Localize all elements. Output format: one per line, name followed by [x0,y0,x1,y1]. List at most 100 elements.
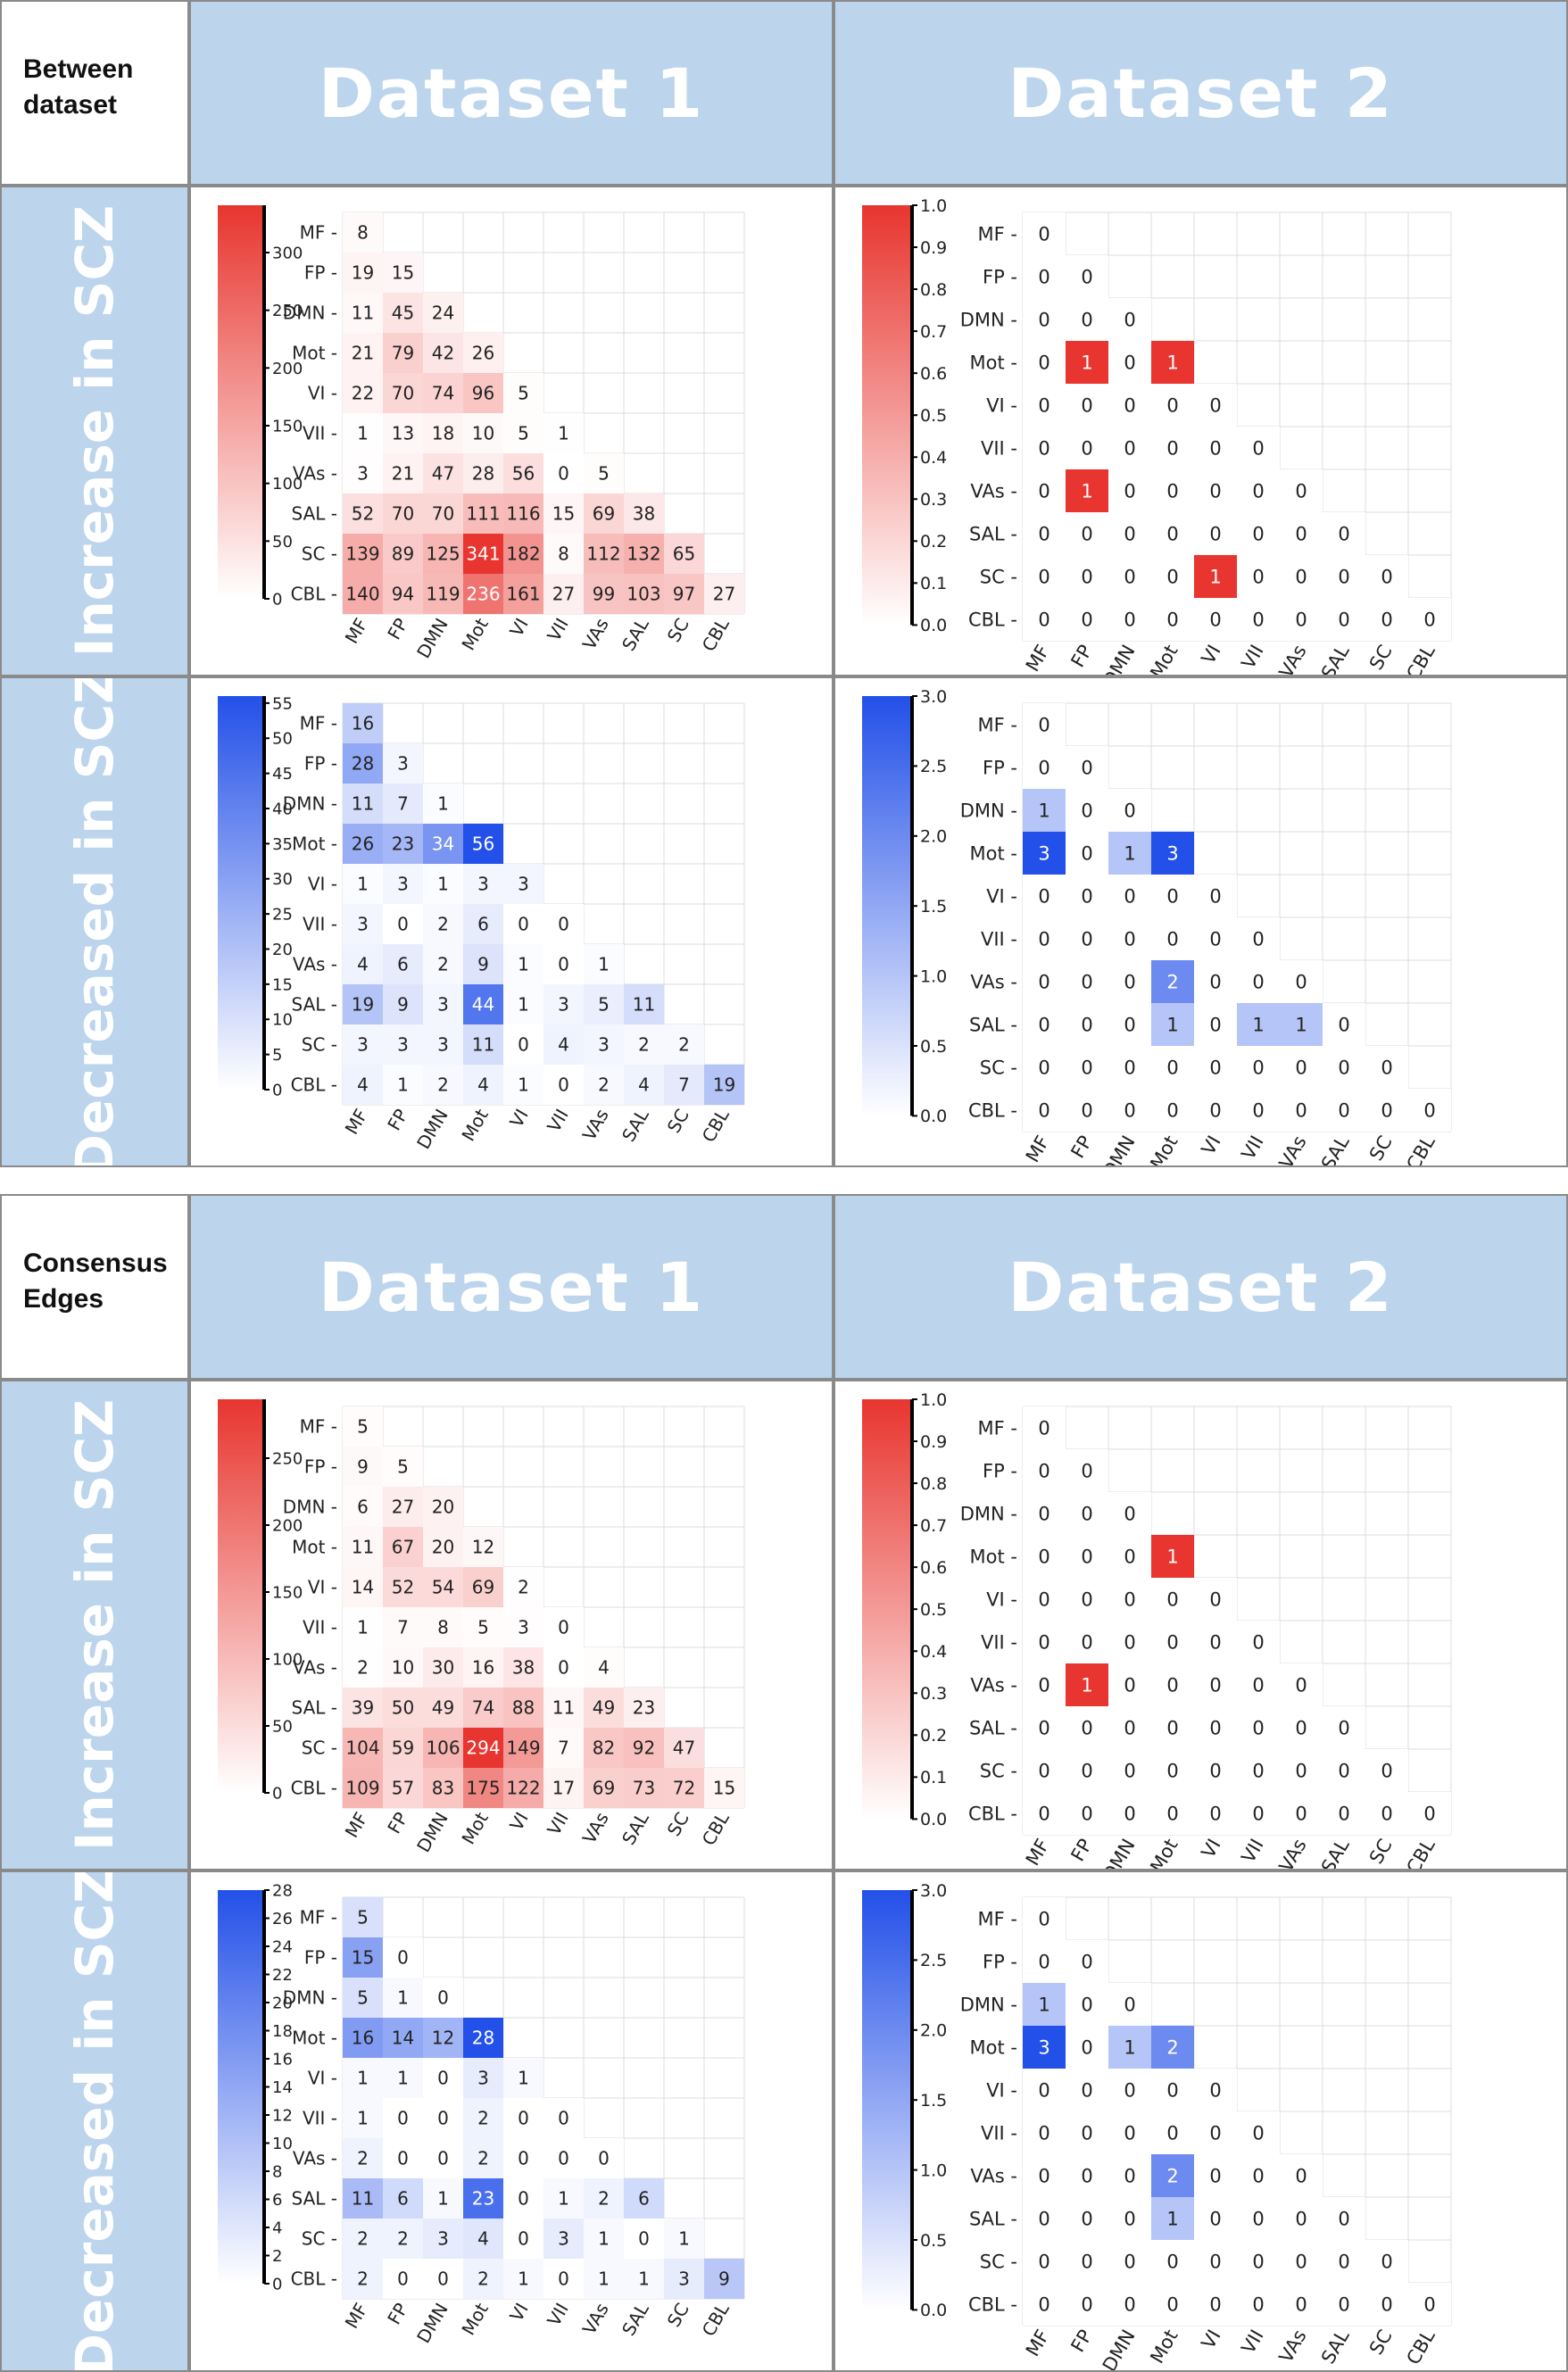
heatmap-cell [383,743,423,784]
heatmap-cell [423,2178,463,2219]
heatmap-cell [383,984,423,1024]
cell-value-label: 57 [392,1778,414,1799]
row-header-label: Increase in SCZ [64,204,125,658]
cell-value-label: 0 [1038,886,1049,908]
heatmap-cell [1151,555,1194,598]
heatmap-cell [343,1447,383,1487]
heatmap-cell [1066,832,1108,875]
heatmap-cell [1151,2197,1194,2240]
heatmap-cell [1280,960,1323,1003]
heatmap-cell [383,413,423,453]
cell-value-label: 0 [1252,1804,1264,1825]
cell-value-label: 0 [1124,2252,1135,2273]
heatmap-cell [543,2098,584,2138]
heatmap-cell [543,1065,584,1105]
cell-value-label: 52 [392,1577,414,1598]
cell-value-label: 6 [397,954,409,975]
cell-value-label: 0 [1252,2294,1264,2316]
cell-value-label: 0 [1081,2166,1092,2187]
cell-value-label: 149 [506,1738,540,1759]
cell-value-label: 1 [518,2268,529,2290]
colorbar-tick-label: 15 [272,975,293,994]
heatmap-cell [1151,1749,1194,1792]
heatmap-cell [423,784,463,824]
x-tick-label: VII [543,1809,573,1839]
y-tick-label: FP - [983,267,1017,288]
cell-value-label: 2 [357,2268,369,2290]
y-tick-label: MF - [978,224,1017,245]
x-tick-label: VAs [1275,642,1311,676]
cell-value-label: 0 [1166,1589,1178,1611]
x-tick-label: Mot [1146,642,1182,676]
heatmap-cell [1108,555,1151,598]
x-tick-label: MF [341,2300,372,2333]
cell-value-label: 0 [1124,1804,1135,1825]
y-tick-label: Mot - [970,2037,1017,2059]
heatmap-cell [383,373,423,413]
colorbar-tick-label: 10 [272,2135,293,2153]
heatmap-cell [1323,598,1365,641]
heatmap-cell [1066,1621,1108,1663]
heatmap-cell [1108,1535,1151,1578]
heatmap-cell [1194,469,1237,512]
heatmap-cell [383,333,423,373]
heatmap-cell [343,333,383,373]
colorbar-tick-label: 0.9 [920,1432,947,1452]
x-tick-label: SC [1365,1132,1397,1165]
heatmap-cell [1023,1003,1066,1046]
cell-value-label: 4 [477,2228,489,2250]
x-tick-label: MF [341,1809,372,1842]
cell-value-label: 0 [1081,1952,1092,1973]
cell-value-label: 1 [518,994,529,1016]
cell-value-label: 0 [1038,610,1049,631]
heatmap-cell [343,293,383,333]
heatmap-cell [463,574,503,614]
x-tick-label: FP [1066,1132,1096,1162]
cell-value-label: 0 [1166,1804,1178,1825]
cell-value-label: 47 [673,1738,695,1759]
heatmap-cell [1108,1003,1151,1046]
colorbar-tick-label: 0.0 [920,616,947,635]
heatmap-cell [343,1527,383,1567]
x-tick-label: SAL [1317,1132,1354,1165]
y-tick-label: SAL - [969,2209,1017,2230]
heatmap-cell [584,1024,624,1065]
cell-value-label: 1 [397,2068,409,2089]
x-tick-label: VII [543,1106,573,1136]
cell-value-label: 73 [633,1778,655,1799]
y-tick-label: VAs - [970,2166,1017,2187]
x-tick-label: Mot [457,1105,493,1144]
cell-value-label: 236 [466,584,500,605]
heatmap-cell [343,373,383,413]
heatmap-cell [1151,2069,1194,2111]
cell-value-label: 50 [392,1697,414,1719]
heatmap-cell [343,2259,383,2299]
heatmap-cell [343,1024,383,1065]
heatmap-cell [1237,598,1280,641]
heatmap-cell [624,1024,664,1065]
y-tick-label: CBL - [291,2268,337,2290]
colorbar-tick-label: 22 [272,1966,293,1985]
cell-value-label: 5 [357,1987,369,2009]
heatmap-cell [1066,2069,1108,2111]
cell-value-label: 20 [432,1537,454,1558]
colorbar-tick-label: 1.0 [920,2161,947,2180]
cell-value-label: 1 [638,2268,650,2290]
heatmap-cell [543,1607,584,1647]
x-tick-label: SAL [1317,2326,1354,2368]
cell-value-label: 3 [357,914,369,935]
heatmap-cell [1237,427,1280,469]
cell-value-label: 2 [437,914,449,935]
cell-value-label: 10 [472,423,494,444]
x-tick-label: VI [1198,1836,1225,1862]
y-tick-label: SC - [302,1034,337,1056]
heatmap-cell [1280,1706,1323,1749]
cell-value-label: 0 [1166,2080,1178,2102]
heatmap-cell [423,1647,463,1688]
heatmap-cell [543,1688,584,1728]
cell-value-label: 2 [1166,972,1178,993]
heatmap-cell [1023,1046,1066,1089]
heatmap-cell [423,1527,463,1567]
cell-value-label: 0 [1038,2123,1049,2144]
